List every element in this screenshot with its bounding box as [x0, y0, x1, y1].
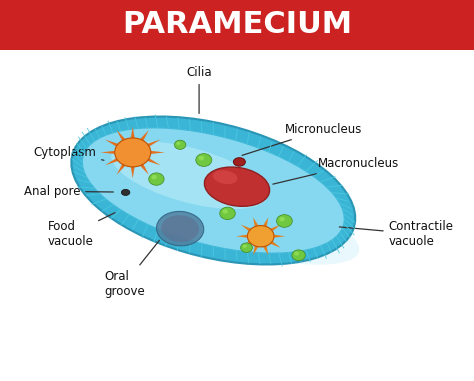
Polygon shape — [263, 246, 268, 255]
Polygon shape — [131, 167, 135, 178]
Ellipse shape — [196, 154, 212, 166]
Polygon shape — [140, 164, 149, 175]
Polygon shape — [117, 164, 125, 175]
Polygon shape — [270, 241, 281, 248]
Polygon shape — [105, 158, 118, 165]
Ellipse shape — [82, 128, 345, 253]
Ellipse shape — [86, 162, 359, 265]
Polygon shape — [151, 151, 165, 154]
Ellipse shape — [294, 252, 299, 256]
Polygon shape — [140, 130, 149, 141]
Ellipse shape — [174, 140, 186, 149]
Text: Cilia: Cilia — [186, 66, 212, 114]
Ellipse shape — [292, 250, 305, 261]
Ellipse shape — [156, 211, 204, 246]
Polygon shape — [270, 224, 281, 231]
Ellipse shape — [233, 158, 246, 166]
Polygon shape — [147, 158, 161, 165]
Polygon shape — [236, 235, 247, 238]
Ellipse shape — [204, 167, 270, 207]
Polygon shape — [147, 139, 161, 146]
Text: Macronucleus: Macronucleus — [273, 157, 399, 184]
Text: Oral
groove: Oral groove — [104, 240, 159, 298]
Ellipse shape — [247, 226, 274, 247]
FancyBboxPatch shape — [0, 0, 474, 50]
Ellipse shape — [276, 215, 292, 227]
Text: PARAMECIUM: PARAMECIUM — [122, 10, 352, 39]
Ellipse shape — [71, 117, 356, 264]
Text: Micronucleus: Micronucleus — [242, 123, 362, 155]
Polygon shape — [100, 151, 115, 154]
Text: Contractile
vacuole: Contractile vacuole — [339, 220, 454, 248]
Text: Anal pore: Anal pore — [24, 185, 113, 198]
Polygon shape — [117, 130, 125, 141]
Ellipse shape — [121, 189, 130, 195]
Text: Cytoplasm: Cytoplasm — [33, 146, 104, 160]
Ellipse shape — [115, 138, 151, 167]
Polygon shape — [253, 246, 258, 255]
Ellipse shape — [149, 173, 164, 185]
Ellipse shape — [220, 207, 235, 219]
Text: Food
vacuole: Food vacuole — [47, 213, 115, 248]
Ellipse shape — [222, 209, 228, 214]
Ellipse shape — [213, 170, 237, 184]
Polygon shape — [131, 126, 135, 138]
Ellipse shape — [199, 156, 204, 160]
Polygon shape — [263, 218, 268, 227]
Ellipse shape — [161, 215, 199, 242]
Polygon shape — [241, 241, 251, 248]
Ellipse shape — [241, 243, 252, 252]
Polygon shape — [253, 218, 258, 227]
Polygon shape — [241, 224, 251, 231]
Ellipse shape — [176, 142, 181, 145]
Polygon shape — [274, 235, 285, 238]
Polygon shape — [105, 139, 118, 146]
Ellipse shape — [243, 245, 247, 248]
Ellipse shape — [111, 141, 268, 209]
Ellipse shape — [279, 217, 285, 221]
Ellipse shape — [151, 175, 157, 179]
